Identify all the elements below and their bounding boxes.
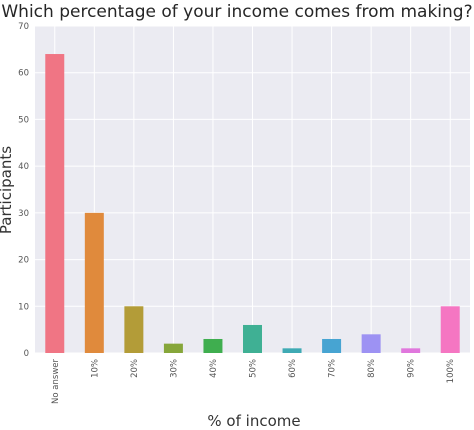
x-tick-label: 60% bbox=[288, 359, 298, 378]
bar-90 bbox=[401, 348, 421, 353]
bar-10 bbox=[84, 212, 104, 353]
x-tick-label: 30% bbox=[169, 359, 179, 378]
y-tick-label: 70 bbox=[18, 22, 29, 32]
x-tick-label: 100% bbox=[446, 359, 456, 383]
chart-title: Which percentage of your income comes fr… bbox=[1, 2, 472, 22]
y-tick-label: 0 bbox=[24, 349, 29, 359]
bar-40 bbox=[203, 338, 223, 353]
x-tick-label: 90% bbox=[407, 359, 417, 378]
x-tick-label: 70% bbox=[328, 359, 338, 378]
bars-group bbox=[45, 54, 460, 354]
bar-50 bbox=[243, 324, 262, 353]
y-axis-label: Participants bbox=[0, 146, 15, 234]
bar-60 bbox=[282, 348, 302, 353]
bar-20 bbox=[124, 306, 144, 353]
y-axis-ticks: 0 10 20 30 40 50 60 70 bbox=[18, 22, 29, 359]
grid-lines bbox=[35, 25, 470, 354]
x-tick-label: 50% bbox=[249, 359, 259, 378]
y-tick-label: 30 bbox=[18, 209, 29, 219]
x-axis-ticks: No answer 10% 20% 30% 40% 50% 60% 70% 80% 90% 100% bbox=[51, 359, 456, 404]
x-tick-label: 80% bbox=[367, 359, 377, 378]
bar-100 bbox=[440, 306, 460, 353]
y-tick-label: 40 bbox=[18, 162, 29, 172]
x-axis-label: % of income bbox=[207, 412, 300, 430]
y-tick-label: 20 bbox=[18, 256, 29, 266]
x-tick-label: 20% bbox=[130, 359, 140, 378]
y-tick-label: 50 bbox=[18, 115, 29, 125]
y-tick-label: 60 bbox=[18, 69, 29, 79]
x-tick-label: 40% bbox=[209, 359, 219, 378]
bar-70 bbox=[322, 338, 342, 353]
x-tick-label: No answer bbox=[51, 359, 61, 404]
y-tick-label: 10 bbox=[18, 302, 29, 312]
bar-30 bbox=[163, 343, 183, 353]
bar-no-answer bbox=[45, 54, 65, 354]
x-tick-label: 10% bbox=[90, 359, 100, 378]
bar-80 bbox=[361, 334, 381, 353]
